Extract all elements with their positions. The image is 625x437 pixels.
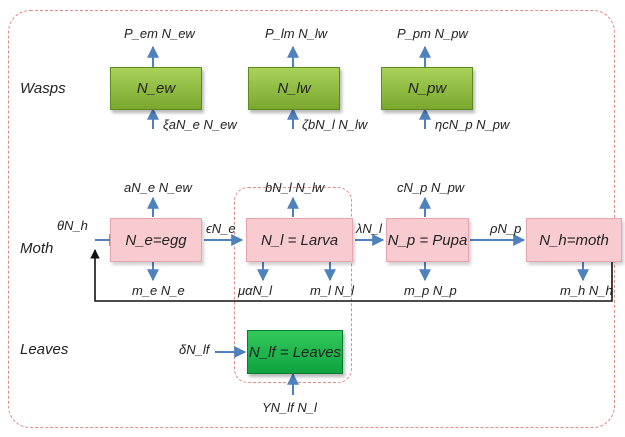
label-zeta-b-nl-nlw: ζbN_l N_lw — [302, 117, 368, 132]
label-lambda-nl: λN_l — [356, 221, 382, 236]
label-mh-nh: m_h N_h — [560, 283, 613, 298]
box-larva: N_l = Larva — [246, 218, 353, 262]
label-a-ne-new: aN_e N_ew — [124, 180, 192, 195]
box-leaves: N_lf = Leaves — [247, 330, 343, 374]
label-c-np-npw: cN_p N_pw — [397, 180, 465, 195]
box-egg: N_e=egg — [110, 218, 202, 262]
row-label-wasps: Wasps — [20, 80, 66, 97]
label-p-lm-n-lw: P_lm N_lw — [265, 26, 328, 41]
label-mu-alpha-nl: μαN_l — [238, 283, 273, 298]
label-b-nl-nlw: bN_l N_lw — [265, 180, 325, 195]
label-xi-a-ne-new: ξaN_e N_ew — [163, 117, 237, 132]
label-gamma-nlf-nl: YN_lf N_l — [262, 400, 317, 415]
box-pupa: N_p = Pupa — [386, 218, 469, 262]
label-me-ne: m_e N_e — [132, 283, 185, 298]
box-egg-wasp: N_ew — [110, 67, 202, 110]
label-ml-nl: m_l N_l — [310, 283, 355, 298]
label-theta-nh: θN_h — [57, 218, 88, 233]
label-delta-nlf: δN_lf — [179, 342, 210, 357]
label-eta-c-np-npw: ηcN_p N_pw — [435, 117, 510, 132]
label-eps-ne: ϵN_e — [206, 221, 236, 236]
feedback-moth-to-egg — [90, 240, 613, 302]
label-rho-np: ρN_p — [490, 221, 522, 236]
box-adult-moth: N_h=moth — [526, 218, 622, 262]
row-label-moth: Moth — [20, 240, 54, 257]
box-pupa-wasp: N_pw — [381, 67, 473, 110]
label-p-em-n-ew: P_em N_ew — [124, 26, 195, 41]
label-p-pm-n-pw: P_pm N_pw — [397, 26, 468, 41]
label-mp-np: m_p N_p — [404, 283, 457, 298]
row-label-leaves: Leaves — [20, 341, 69, 358]
box-larva-wasp: N_lw — [248, 67, 340, 110]
